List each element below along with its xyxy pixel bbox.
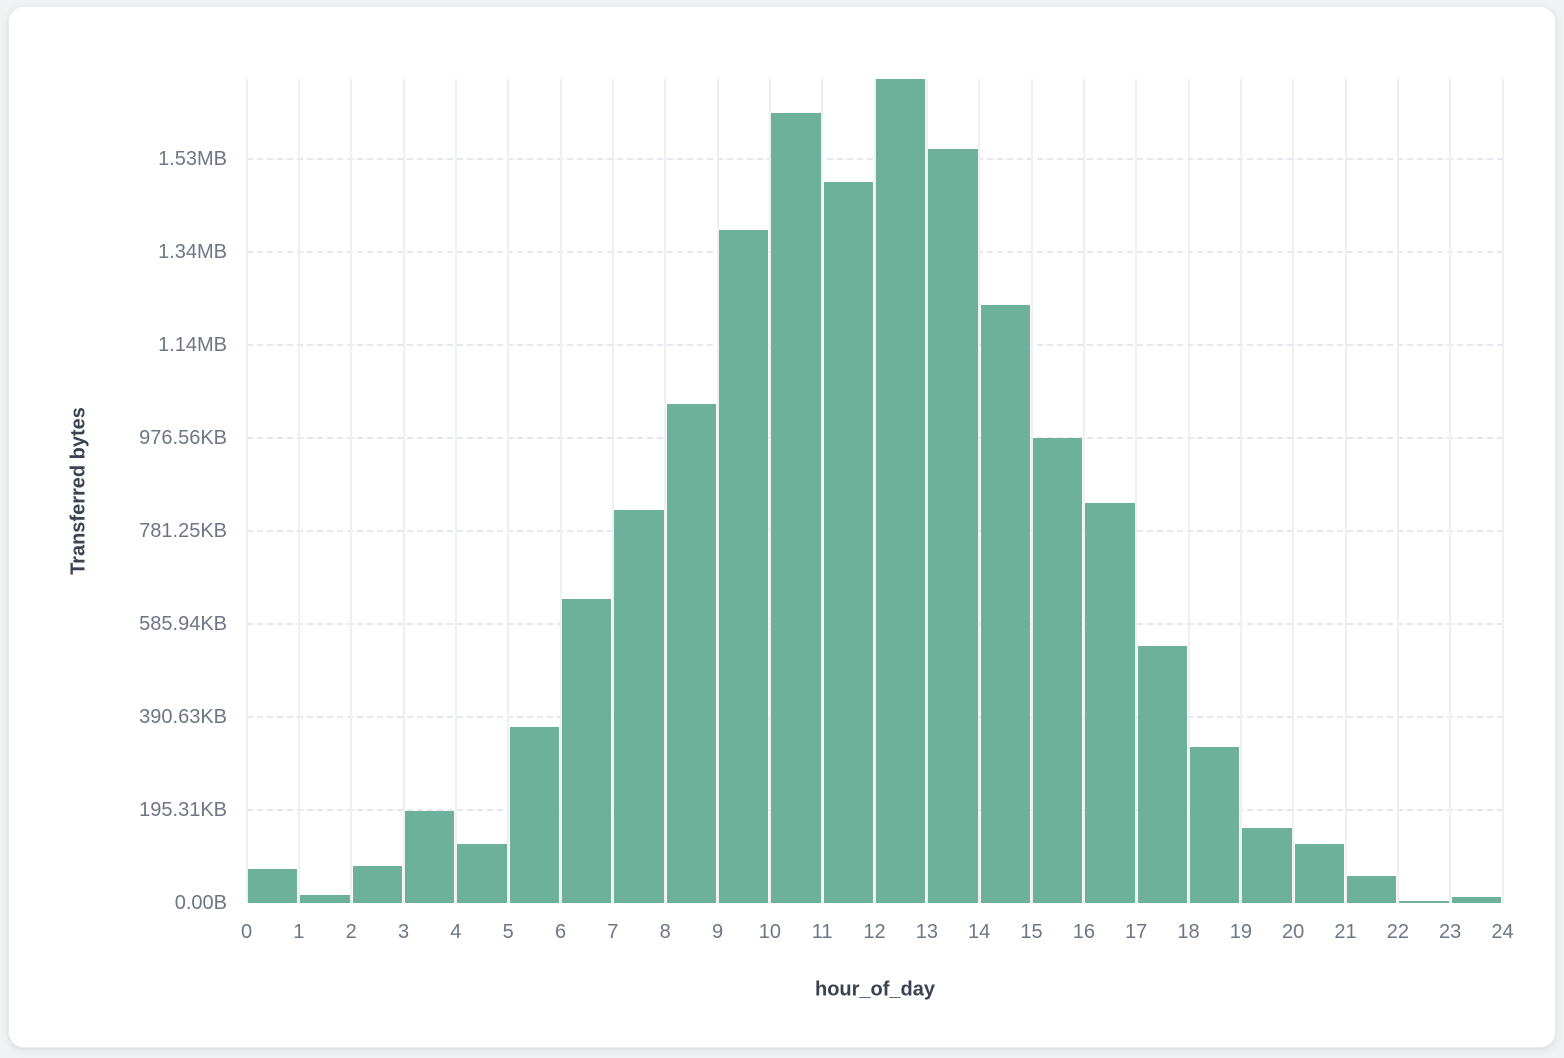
bar-hour-22[interactable] bbox=[1399, 901, 1449, 903]
bar-hour-8[interactable] bbox=[666, 403, 716, 903]
vertical-gridline bbox=[664, 79, 667, 903]
vertical-gridline bbox=[1449, 79, 1452, 903]
vertical-gridline bbox=[1187, 79, 1190, 903]
vertical-gridline bbox=[1501, 79, 1504, 903]
bar-hour-0[interactable] bbox=[248, 869, 298, 903]
y-tick-label: 390.63KB bbox=[139, 705, 227, 728]
bar-hour-10[interactable] bbox=[771, 112, 821, 903]
bar-hour-16[interactable] bbox=[1085, 502, 1135, 903]
bar-hour-11[interactable] bbox=[823, 182, 873, 903]
bar-hour-1[interactable] bbox=[300, 895, 350, 903]
y-tick-label: 1.53MB bbox=[158, 147, 227, 170]
bar-hour-4[interactable] bbox=[457, 844, 507, 903]
x-tick-label: 7 bbox=[607, 921, 619, 943]
x-tick-label: 5 bbox=[502, 921, 514, 943]
x-tick-label: 11 bbox=[811, 921, 833, 943]
y-tick-label: 195.31KB bbox=[139, 798, 227, 821]
y-tick-label: 976.56KB bbox=[139, 426, 227, 449]
x-tick-label: 1 bbox=[293, 921, 305, 943]
plot-area bbox=[245, 79, 1504, 903]
vertical-gridline bbox=[1239, 79, 1242, 903]
x-tick-label: 12 bbox=[863, 921, 886, 943]
y-tick-label: 1.34MB bbox=[158, 240, 227, 263]
x-tick-label: 14 bbox=[968, 921, 991, 943]
y-tick-label: 585.94KB bbox=[139, 612, 227, 635]
vertical-gridline bbox=[873, 79, 876, 903]
vertical-gridline bbox=[402, 79, 405, 903]
vertical-gridline bbox=[978, 79, 981, 903]
x-tick-label: 16 bbox=[1072, 921, 1095, 943]
vertical-gridline bbox=[245, 79, 248, 903]
vertical-gridline bbox=[1082, 79, 1085, 903]
bar-hour-17[interactable] bbox=[1137, 646, 1187, 903]
x-tick-label: 4 bbox=[450, 921, 462, 943]
x-tick-label: 13 bbox=[915, 921, 938, 943]
x-tick-label: 23 bbox=[1439, 921, 1462, 943]
vertical-gridline bbox=[821, 79, 824, 903]
vertical-gridline bbox=[507, 79, 510, 903]
x-tick-label: 2 bbox=[345, 921, 357, 943]
bar-hour-2[interactable] bbox=[352, 866, 402, 903]
bar-hour-6[interactable] bbox=[562, 599, 612, 903]
bar-hour-19[interactable] bbox=[1242, 827, 1292, 903]
x-tick-label: 0 bbox=[240, 921, 253, 943]
vertical-gridline bbox=[768, 79, 771, 903]
x-tick-label: 20 bbox=[1282, 921, 1305, 943]
bar-hour-9[interactable] bbox=[719, 229, 769, 903]
vertical-gridline bbox=[925, 79, 928, 903]
vertical-gridline bbox=[611, 79, 614, 903]
bar-hour-5[interactable] bbox=[509, 727, 559, 903]
bar-hour-3[interactable] bbox=[405, 811, 455, 903]
x-tick-label: 22 bbox=[1386, 921, 1409, 943]
y-tick-label: 781.25KB bbox=[139, 519, 227, 542]
y-tick-label: 0.00B bbox=[174, 892, 227, 914]
bar-hour-7[interactable] bbox=[614, 510, 664, 903]
x-tick-label: 8 bbox=[659, 921, 671, 943]
bar-hour-13[interactable] bbox=[928, 148, 978, 903]
vertical-gridline bbox=[1030, 79, 1033, 903]
vertical-gridline bbox=[1135, 79, 1138, 903]
bar-hour-23[interactable] bbox=[1451, 897, 1501, 903]
x-tick-label: 18 bbox=[1177, 921, 1200, 943]
chart-card: Transferred bytes hour_of_day 0.00B 195.3… bbox=[8, 6, 1556, 1048]
bar-hour-20[interactable] bbox=[1294, 843, 1344, 903]
bar-hour-14[interactable] bbox=[980, 304, 1030, 903]
x-tick-label: 24 bbox=[1491, 921, 1514, 943]
bar-hour-18[interactable] bbox=[1190, 747, 1240, 903]
x-tick-label: 19 bbox=[1229, 921, 1252, 943]
x-tick-label: 6 bbox=[554, 921, 567, 943]
vertical-gridline bbox=[350, 79, 353, 903]
x-axis-title: hour_of_day bbox=[814, 978, 936, 1001]
vertical-gridline bbox=[559, 79, 562, 903]
bar-hour-15[interactable] bbox=[1033, 438, 1083, 903]
vertical-gridline bbox=[716, 79, 719, 903]
vertical-gridline bbox=[454, 79, 457, 903]
bar-hour-12[interactable] bbox=[876, 79, 926, 903]
x-tick-label: 9 bbox=[711, 921, 724, 943]
vertical-gridline bbox=[297, 79, 300, 903]
vertical-gridline bbox=[1344, 79, 1347, 903]
y-tick-label: 1.14MB bbox=[158, 333, 227, 356]
x-tick-label: 3 bbox=[397, 921, 410, 943]
vertical-gridline bbox=[1396, 79, 1399, 903]
x-tick-label: 15 bbox=[1020, 921, 1043, 943]
vertical-gridline bbox=[1292, 79, 1295, 903]
x-tick-label: 21 bbox=[1334, 921, 1357, 943]
histogram-chart: Transferred bytes hour_of_day 0.00B 195.3… bbox=[9, 7, 1555, 1047]
x-tick-label: 17 bbox=[1125, 921, 1148, 943]
bar-hour-21[interactable] bbox=[1347, 875, 1397, 903]
x-tick-label: 10 bbox=[758, 921, 781, 943]
